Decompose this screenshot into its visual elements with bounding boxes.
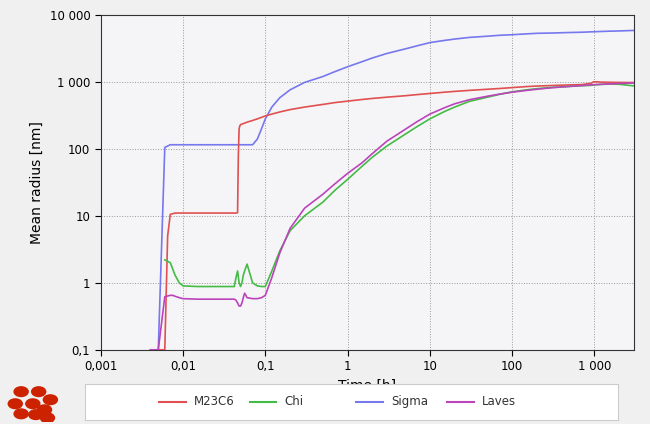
Circle shape (40, 413, 55, 423)
Circle shape (44, 395, 57, 404)
Circle shape (29, 410, 43, 419)
Circle shape (14, 409, 28, 418)
X-axis label: Time [h]: Time [h] (338, 379, 396, 393)
Text: Chi: Chi (285, 395, 304, 408)
Circle shape (8, 399, 22, 409)
Circle shape (38, 405, 51, 415)
Circle shape (32, 387, 46, 396)
Text: Sigma: Sigma (391, 395, 428, 408)
Y-axis label: Mean radius [nm]: Mean radius [nm] (30, 121, 44, 244)
Circle shape (14, 387, 28, 396)
Circle shape (26, 399, 40, 409)
Text: Laves: Laves (482, 395, 515, 408)
Text: M23C6: M23C6 (194, 395, 235, 408)
